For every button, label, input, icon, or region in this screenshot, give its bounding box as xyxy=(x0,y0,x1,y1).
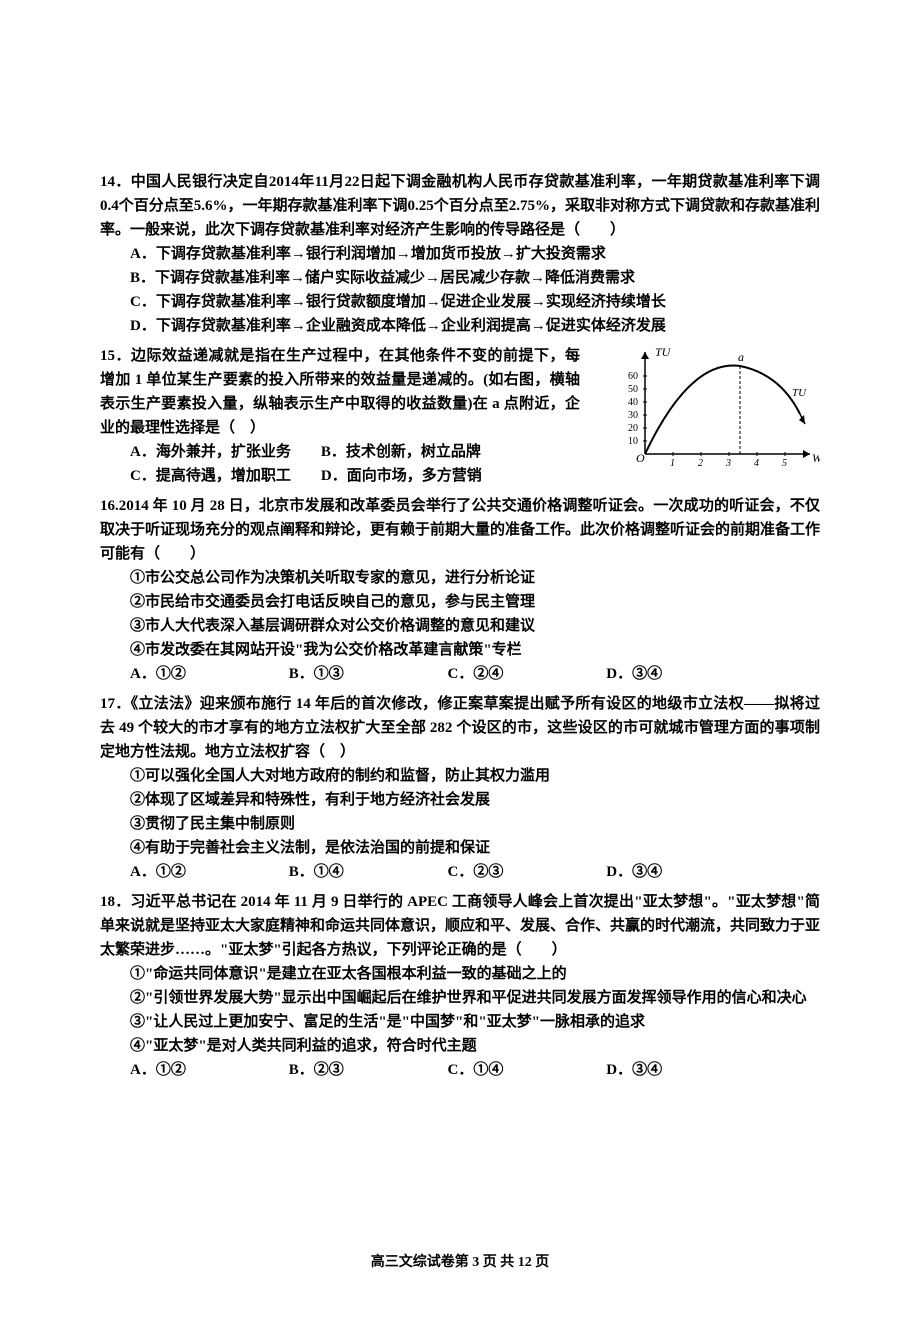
q16-s4: ④市发改委在其网站开设"我为公交价格改革建言献策"专栏 xyxy=(100,638,820,662)
q14-opt-b: B．下调存贷款基准利率→储户实际收益减少→居民减少存款→降低消费需求 xyxy=(100,266,820,290)
svg-text:1: 1 xyxy=(670,458,675,469)
q18-text: 习近平总书记在 2014 年 11 月 9 日举行的 APEC 工商领导人峰会上… xyxy=(100,894,820,958)
svg-text:2: 2 xyxy=(698,458,703,469)
q18-number: 18． xyxy=(100,894,130,910)
q14-number: 14． xyxy=(100,174,131,190)
question-14: 14．中国人民银行决定自2014年11月22日起下调金融机构人民币存贷款基准利率… xyxy=(100,170,820,338)
tu-curve xyxy=(645,366,800,454)
q15-opt-b: B．技术创新，树立品牌 xyxy=(321,444,481,460)
q17-opt-b: B．①④ xyxy=(289,860,444,884)
q17-s3: ③贯彻了民主集中制原则 xyxy=(100,812,820,836)
q17-text: 《立法法》迎来颁布施行 14 年后的首次修改，修正案草案提出赋予所有设区的地级市… xyxy=(100,696,820,760)
q14-opt-c: C．下调存贷款基准利率→银行贷款额度增加→促进企业发展→实现经济持续增长 xyxy=(100,290,820,314)
q17-number: 17． xyxy=(100,696,131,712)
origin-label: O xyxy=(636,451,645,465)
q14-opt-a: A．下调存贷款基准利率→银行利润增加→增加货币投放→扩大投资需求 xyxy=(100,242,820,266)
q18-s4: ④"亚太梦"是对人类共同利益的追求，符合时代主题 xyxy=(100,1034,820,1058)
q15-chart: TU W O 10 20 30 40 50 60 1 2 3 4 5 a xyxy=(620,344,820,474)
q15-opts-row2: C．提高待遇，增加职工 D．面向市场，多方营销 xyxy=(100,464,580,488)
question-18: 18．习近平总书记在 2014 年 11 月 9 日举行的 APEC 工商领导人… xyxy=(100,890,820,1082)
q16-s3: ③市人大代表深入基层调研群众对公交价格调整的意见和建议 xyxy=(100,614,820,638)
q17-opt-a: A．①② xyxy=(130,860,285,884)
q15-opt-d: D．面向市场，多方营销 xyxy=(321,468,482,484)
svg-text:20: 20 xyxy=(628,423,638,434)
q15-opt-c: C．提高待遇，增加职工 xyxy=(130,468,291,484)
svg-text:5: 5 xyxy=(782,458,787,469)
q18-options: A．①② B．②③ C．①④ D．③④ xyxy=(100,1058,820,1082)
q18-s2: ②"引领世界发展大势"显示出中国崛起后在维护世界和平促进共同发展方面发挥领导作用… xyxy=(100,986,820,1010)
page-footer: 高三文综试卷第 3 页 共 12 页 xyxy=(100,1252,820,1274)
x-axis-label: W xyxy=(812,451,820,465)
question-15: 15．边际效益递减就是指在生产过程中，在其他条件不变的前提下，每增加 1 单位某… xyxy=(100,344,820,488)
tu-curve-chart: TU W O 10 20 30 40 50 60 1 2 3 4 5 a xyxy=(620,344,820,474)
q15-opts-row1: A．海外兼并，扩张业务 B．技术创新，树立品牌 xyxy=(100,440,580,464)
question-16: 16.2014 年 10 月 28 日，北京市发展和改革委员会举行了公共交通价格… xyxy=(100,494,820,686)
q16-s2: ②市民给市交通委员会打电话反映自己的意见，参与民主管理 xyxy=(100,590,820,614)
svg-text:30: 30 xyxy=(628,410,638,421)
q17-options: A．①② B．①④ C．②③ D．③④ xyxy=(100,860,820,884)
q17-stem: 17．《立法法》迎来颁布施行 14 年后的首次修改，修正案草案提出赋予所有设区的… xyxy=(100,692,820,764)
svg-text:3: 3 xyxy=(725,458,731,469)
q18-stem: 18．习近平总书记在 2014 年 11 月 9 日举行的 APEC 工商领导人… xyxy=(100,890,820,962)
q18-opt-b: B．②③ xyxy=(289,1058,444,1082)
svg-text:10: 10 xyxy=(628,436,638,447)
svg-text:50: 50 xyxy=(628,384,638,395)
q15-opt-a: A．海外兼并，扩张业务 xyxy=(130,444,291,460)
point-a-label: a xyxy=(738,350,744,364)
svg-text:4: 4 xyxy=(754,458,759,469)
q16-stem: 16.2014 年 10 月 28 日，北京市发展和改革委员会举行了公共交通价格… xyxy=(100,494,820,566)
y-axis-label: TU xyxy=(655,345,672,359)
q16-options: A．①② B．①③ C．②④ D．③④ xyxy=(100,662,820,686)
q14-opt-d: D．下调存贷款基准利率→企业融资成本降低→企业利润提高→促进实体经济发展 xyxy=(100,314,820,338)
q15-number: 15． xyxy=(100,348,131,364)
q16-s1: ①市公交总公司作为决策机关听取专家的意见，进行分析论证 xyxy=(100,566,820,590)
q16-number: 16. xyxy=(100,498,119,514)
curve-label: TU xyxy=(792,387,807,399)
y-ticks: 10 20 30 40 50 60 xyxy=(628,371,647,447)
q15-stem: 15．边际效益递减就是指在生产过程中，在其他条件不变的前提下，每增加 1 单位某… xyxy=(100,344,580,440)
q18-opt-d: D．③④ xyxy=(606,1058,761,1082)
q16-text: 2014 年 10 月 28 日，北京市发展和改革委员会举行了公共交通价格调整听… xyxy=(100,498,820,562)
q16-opt-c: C．②④ xyxy=(448,662,603,686)
q16-opt-a: A．①② xyxy=(130,662,285,686)
q17-opt-d: D．③④ xyxy=(606,860,761,884)
q14-text: 中国人民银行决定自2014年11月22日起下调金融机构人民币存贷款基准利率，一年… xyxy=(100,174,820,238)
svg-text:40: 40 xyxy=(628,397,638,408)
q18-s3: ③"让人民过上更加安宁、富足的生活"是"中国梦"和"亚太梦"一脉相承的追求 xyxy=(100,1010,820,1034)
svg-text:60: 60 xyxy=(628,371,638,382)
q18-s1: ①"命运共同体意识"是建立在亚太各国根本利益一致的基础之上的 xyxy=(100,962,820,986)
q17-s4: ④有助于完善社会主义法制，是依法治国的前提和保证 xyxy=(100,836,820,860)
q15-text: 边际效益递减就是指在生产过程中，在其他条件不变的前提下，每增加 1 单位某生产要… xyxy=(100,348,580,436)
q18-opt-a: A．①② xyxy=(130,1058,285,1082)
q16-opt-d: D．③④ xyxy=(606,662,761,686)
q16-opt-b: B．①③ xyxy=(289,662,444,686)
q17-s1: ①可以强化全国人大对地方政府的制约和监督，防止其权力滥用 xyxy=(100,764,820,788)
q17-s2: ②体现了区域差异和特殊性，有利于地方经济社会发展 xyxy=(100,788,820,812)
q17-opt-c: C．②③ xyxy=(448,860,603,884)
q14-stem: 14．中国人民银行决定自2014年11月22日起下调金融机构人民币存贷款基准利率… xyxy=(100,170,820,242)
question-17: 17．《立法法》迎来颁布施行 14 年后的首次修改，修正案草案提出赋予所有设区的… xyxy=(100,692,820,884)
q18-opt-c: C．①④ xyxy=(448,1058,603,1082)
